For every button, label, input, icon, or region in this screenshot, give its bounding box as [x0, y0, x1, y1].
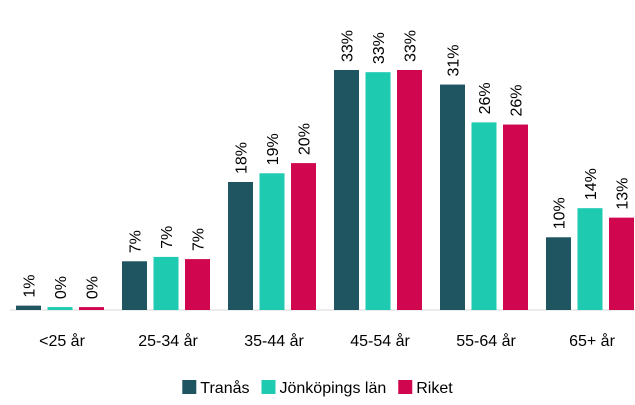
x-tick-label: <25 år [39, 332, 85, 350]
bar [609, 217, 634, 310]
value-label: 18% [234, 142, 251, 174]
x-tick-label: 65+ år [569, 332, 615, 350]
legend-label: Tranås [200, 379, 249, 397]
value-label: 26% [477, 82, 494, 114]
bar [153, 256, 179, 310]
bar [440, 84, 465, 310]
bar [471, 122, 497, 310]
value-label: 31% [446, 45, 463, 77]
value-label: 0% [85, 276, 102, 299]
bar [397, 70, 422, 310]
bar [16, 305, 41, 310]
legend-label: Jönköpings län [280, 380, 387, 397]
bar [122, 261, 147, 310]
value-label: 33% [371, 32, 388, 64]
value-label: 33% [340, 30, 357, 62]
bar [291, 163, 316, 310]
x-tick-label: 45-54 år [350, 332, 410, 350]
legend-swatch [261, 380, 276, 394]
bar [47, 307, 73, 310]
value-label: 19% [265, 133, 282, 165]
x-tick-label: 55-64 år [456, 332, 516, 350]
value-label: 7% [159, 226, 176, 249]
value-label: 1% [22, 275, 39, 298]
value-label: 20% [297, 123, 314, 155]
bar [185, 259, 210, 310]
bar [259, 173, 285, 310]
x-tick-label: 25-34 år [138, 332, 198, 350]
value-label: 7% [128, 230, 145, 253]
legend-label: Riket [416, 380, 453, 397]
bar [334, 70, 359, 310]
value-label: 10% [552, 197, 569, 229]
value-label: 7% [191, 228, 208, 251]
bar [577, 208, 603, 310]
value-label: 0% [53, 276, 70, 299]
value-label: 13% [615, 178, 632, 210]
bar [503, 124, 528, 310]
bar [365, 72, 391, 310]
legend-swatch [182, 380, 197, 394]
bar [546, 237, 571, 310]
value-label: 14% [583, 168, 600, 200]
value-label: 33% [403, 30, 420, 62]
x-tick-label: 35-44 år [244, 332, 304, 350]
legend-swatch [398, 380, 413, 394]
bar [79, 307, 104, 310]
value-label: 26% [509, 85, 526, 117]
bar [228, 182, 253, 310]
